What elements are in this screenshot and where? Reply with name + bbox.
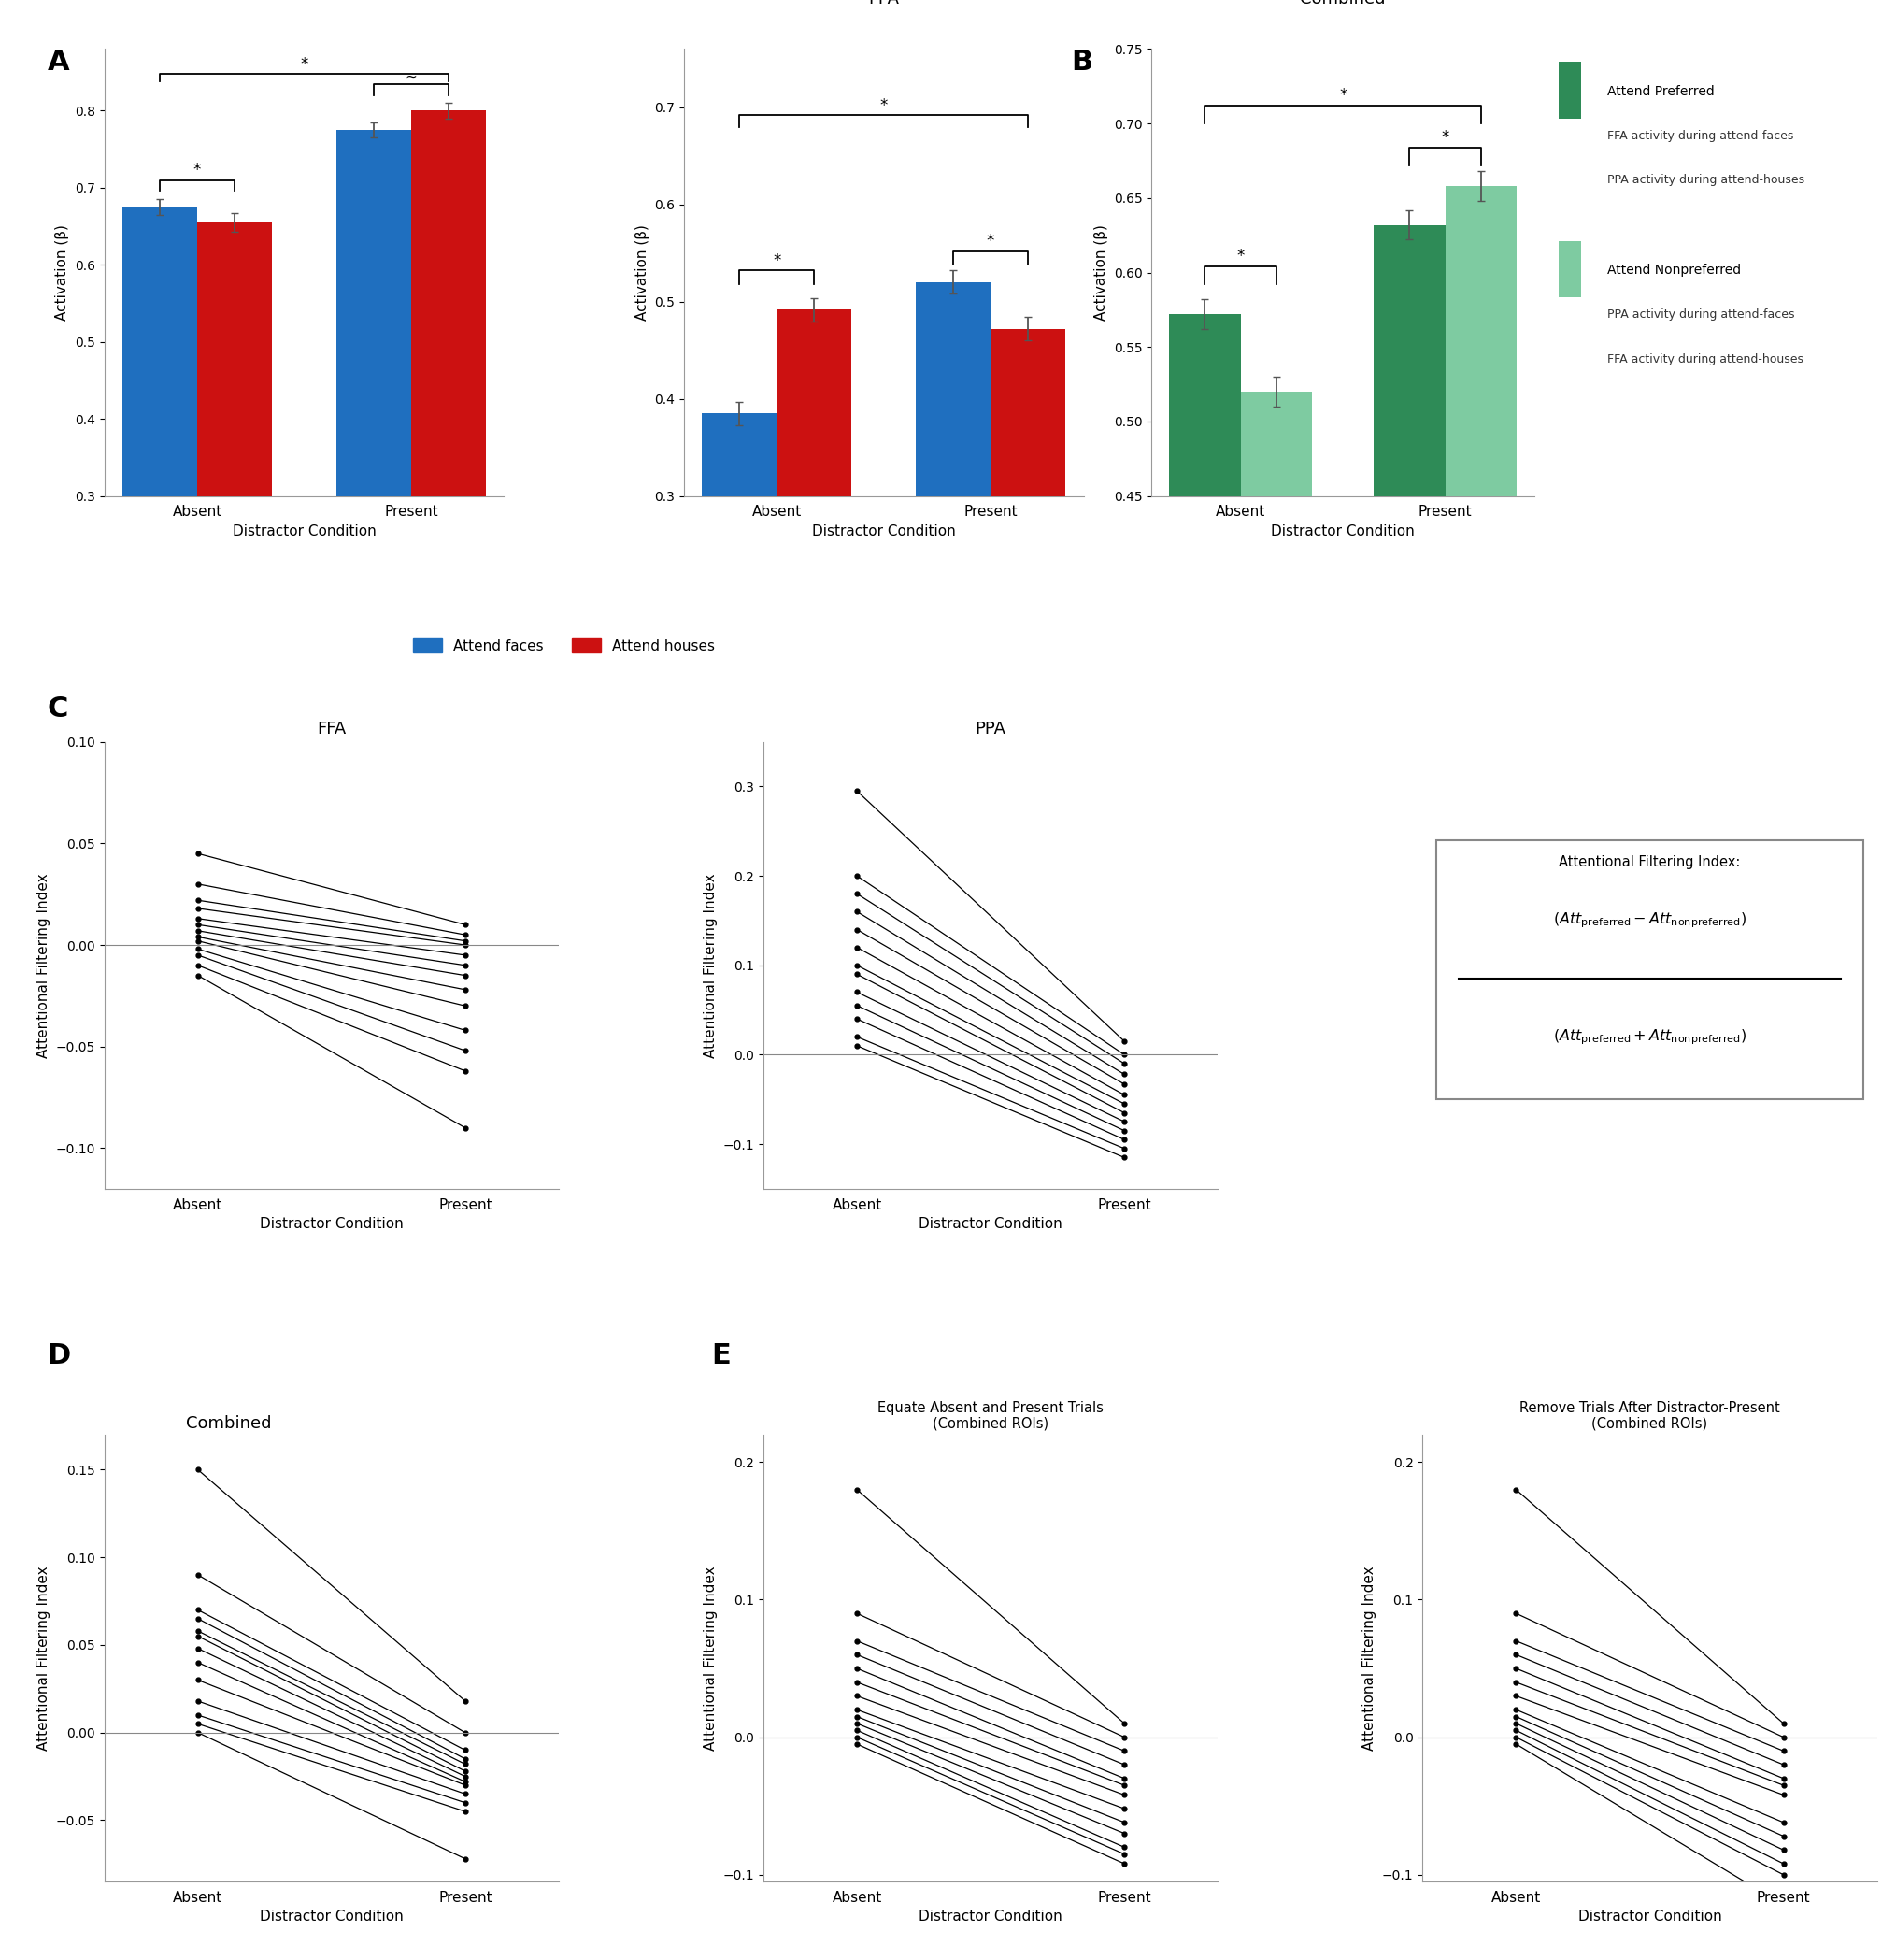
Text: *: * (1441, 129, 1449, 145)
Legend: Attend faces, Attend houses: Attend faces, Attend houses (408, 633, 720, 659)
Y-axis label: Attentional Filtering Index: Attentional Filtering Index (703, 1566, 719, 1750)
X-axis label: Distractor Condition: Distractor Condition (920, 1217, 1062, 1231)
FancyBboxPatch shape (1435, 841, 1864, 1100)
Y-axis label: Activation (β): Activation (β) (635, 223, 648, 321)
Bar (990, 329, 1066, 788)
Title: PPA: PPA (975, 721, 1007, 737)
Text: PPA activity during attend-houses: PPA activity during attend-houses (1608, 174, 1805, 186)
Bar (916, 282, 990, 788)
X-axis label: Distractor Condition: Distractor Condition (1577, 1909, 1722, 1925)
Bar (1559, 241, 1581, 298)
Title: Combined: Combined (1301, 0, 1386, 8)
X-axis label: Distractor Condition: Distractor Condition (260, 1909, 404, 1925)
Bar (336, 129, 411, 727)
Text: ~: ~ (406, 69, 417, 84)
Text: E: E (711, 1343, 730, 1370)
X-axis label: Distractor Condition: Distractor Condition (260, 1217, 404, 1231)
Bar (1170, 314, 1240, 1166)
Text: $\left(Att_{\mathrm{preferred}} - Att_{\mathrm{nonpreferred}}\right)$: $\left(Att_{\mathrm{preferred}} - Att_{\… (1553, 911, 1746, 931)
Bar (1373, 225, 1445, 1166)
Bar (777, 310, 851, 788)
Text: FFA activity during attend-faces: FFA activity during attend-faces (1608, 129, 1794, 141)
Y-axis label: Activation (β): Activation (β) (55, 223, 70, 321)
Bar (1559, 63, 1581, 118)
Text: *: * (986, 233, 994, 249)
Text: Combined: Combined (186, 1415, 271, 1433)
Title: Remove Trials After Distractor-Present
(Combined ROIs): Remove Trials After Distractor-Present (… (1519, 1401, 1780, 1431)
X-axis label: Distractor Condition: Distractor Condition (1270, 523, 1414, 539)
Text: *: * (1236, 247, 1244, 265)
Text: B: B (1071, 49, 1092, 76)
Text: *: * (300, 57, 307, 73)
Bar (1445, 186, 1517, 1166)
Text: *: * (774, 253, 781, 269)
Title: PPA: PPA (868, 0, 899, 8)
Title: Equate Absent and Present Trials
(Combined ROIs): Equate Absent and Present Trials (Combin… (878, 1401, 1103, 1431)
Bar (1240, 392, 1312, 1166)
Text: Attend Preferred: Attend Preferred (1608, 84, 1714, 98)
Text: *: * (1339, 86, 1346, 104)
X-axis label: Distractor Condition: Distractor Condition (920, 1909, 1062, 1925)
Text: *: * (880, 98, 887, 114)
Text: $\left(Att_{\mathrm{preferred}} + Att_{\mathrm{nonpreferred}}\right)$: $\left(Att_{\mathrm{preferred}} + Att_{\… (1553, 1027, 1746, 1047)
Y-axis label: Attentional Filtering Index: Attentional Filtering Index (703, 872, 719, 1058)
Y-axis label: Attentional Filtering Index: Attentional Filtering Index (1363, 1566, 1376, 1750)
Bar (123, 208, 197, 727)
Text: C: C (47, 696, 68, 723)
Y-axis label: Activation (β): Activation (β) (1094, 223, 1109, 321)
Text: FFA activity during attend-houses: FFA activity during attend-houses (1608, 353, 1803, 365)
Y-axis label: Attentional Filtering Index: Attentional Filtering Index (36, 1566, 51, 1750)
Text: PPA activity during attend-faces: PPA activity during attend-faces (1608, 308, 1794, 319)
X-axis label: Distractor Condition: Distractor Condition (233, 523, 375, 539)
X-axis label: Distractor Condition: Distractor Condition (811, 523, 956, 539)
Y-axis label: Attentional Filtering Index: Attentional Filtering Index (36, 872, 51, 1058)
Text: Attend Nonpreferred: Attend Nonpreferred (1608, 263, 1741, 276)
Bar (702, 414, 777, 788)
Text: D: D (47, 1343, 70, 1370)
Text: Attentional Filtering Index:: Attentional Filtering Index: (1559, 855, 1741, 870)
Title: FFA: FFA (317, 721, 347, 737)
Text: A: A (47, 49, 70, 76)
Bar (411, 110, 485, 727)
Text: *: * (193, 163, 201, 178)
Bar (197, 221, 271, 727)
